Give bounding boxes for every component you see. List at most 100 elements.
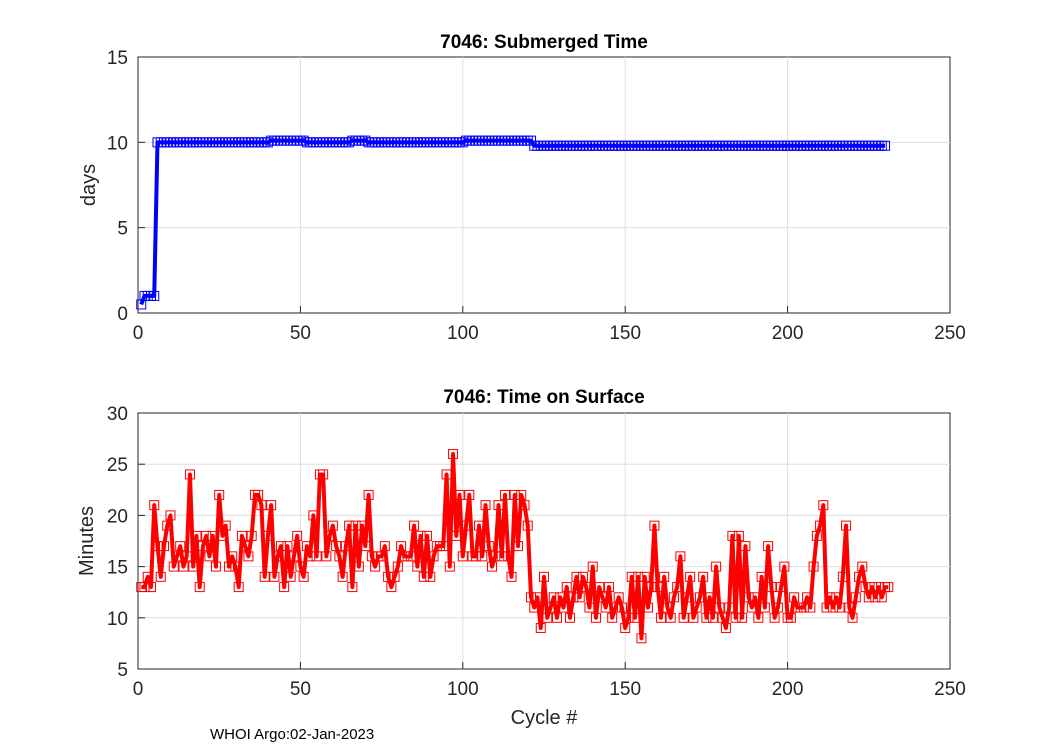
data-point <box>841 520 852 531</box>
data-point <box>334 551 345 562</box>
data-point <box>448 448 459 459</box>
data-point <box>860 582 871 593</box>
data-point <box>165 510 176 521</box>
data-point <box>454 489 465 500</box>
data-point <box>240 541 251 552</box>
data-point <box>759 602 770 613</box>
data-point <box>451 530 462 541</box>
data-point <box>275 541 286 552</box>
data-point <box>457 137 468 148</box>
data-point <box>639 571 650 582</box>
data-point <box>405 551 416 562</box>
data-point <box>707 612 718 623</box>
data-point <box>811 530 822 541</box>
data-point <box>857 561 868 572</box>
data-point <box>360 135 371 146</box>
data-point <box>246 530 257 541</box>
data-point <box>672 582 683 593</box>
data-point <box>730 612 741 623</box>
data-point <box>223 561 234 572</box>
data-point <box>805 602 816 613</box>
data-point <box>321 551 332 562</box>
data-point <box>175 541 186 552</box>
y-tick-label: 25 <box>107 455 128 476</box>
data-marks <box>136 135 891 310</box>
data-point <box>396 541 407 552</box>
data-point <box>779 561 790 572</box>
data-point <box>158 541 169 552</box>
data-point <box>292 530 303 541</box>
data-point <box>603 582 614 593</box>
data-point <box>366 551 377 562</box>
data-point <box>685 571 696 582</box>
data-point <box>490 551 501 562</box>
data-point <box>652 582 663 593</box>
data-point <box>561 582 572 593</box>
data-point <box>168 561 179 572</box>
data-point <box>171 551 182 562</box>
data-point <box>340 541 351 552</box>
data-point <box>188 561 199 572</box>
data-point <box>808 561 819 572</box>
data-point <box>837 571 848 582</box>
data-point <box>633 571 644 582</box>
data-point <box>516 489 527 500</box>
data-point <box>769 612 780 623</box>
data-point <box>305 551 316 562</box>
data-point <box>821 602 832 613</box>
data-point <box>376 551 387 562</box>
data-point <box>802 592 813 603</box>
data-point <box>590 612 601 623</box>
data-point <box>480 500 491 511</box>
data-point <box>503 551 514 562</box>
data-point <box>522 520 533 531</box>
submerged-time-panel: 0 50 100 150 200 250 0 5 10 15 7046: Submerged Ti… <box>78 32 966 344</box>
data-point <box>844 602 855 613</box>
x-tick-label: 250 <box>934 679 966 700</box>
data-point <box>197 541 208 552</box>
y-tick-label: 5 <box>117 660 128 681</box>
data-point <box>519 500 530 511</box>
data-point <box>558 602 569 613</box>
data-point <box>409 520 420 531</box>
data-point <box>776 582 787 593</box>
data-point <box>717 612 728 623</box>
data-point <box>834 602 845 613</box>
data-point <box>500 489 511 500</box>
data-point <box>142 571 153 582</box>
data-point <box>574 592 585 603</box>
data-point <box>850 592 861 603</box>
x-tick-label: 50 <box>290 679 311 700</box>
data-point <box>529 602 540 613</box>
footer-stamp: WHOI Argo:02-Jan-2023 <box>210 726 375 743</box>
data-point <box>873 582 884 593</box>
x-tick-label: 50 <box>290 323 311 344</box>
data-point <box>568 592 579 603</box>
data-point <box>266 500 277 511</box>
data-point <box>184 469 195 480</box>
data-point <box>798 602 809 613</box>
data-point <box>194 582 205 593</box>
data-point <box>659 571 670 582</box>
data-point <box>210 561 221 572</box>
data-point <box>412 561 423 572</box>
data-point <box>181 551 192 562</box>
data-point <box>847 612 858 623</box>
data-point <box>149 500 160 511</box>
data-point <box>824 592 835 603</box>
data-point <box>607 612 618 623</box>
y-tick-label: 30 <box>107 404 128 425</box>
x-tick-label: 150 <box>609 323 641 344</box>
data-point <box>785 612 796 623</box>
data-point <box>331 541 342 552</box>
data-point <box>763 541 774 552</box>
data-point <box>623 612 634 623</box>
x-axis-label: Cycle # <box>511 707 579 729</box>
data-point <box>548 592 559 603</box>
data-point <box>285 571 296 582</box>
data-point <box>298 571 309 582</box>
x-tick-label: 0 <box>133 323 144 344</box>
data-point <box>688 612 699 623</box>
data-point <box>665 612 676 623</box>
data-point <box>720 623 731 634</box>
